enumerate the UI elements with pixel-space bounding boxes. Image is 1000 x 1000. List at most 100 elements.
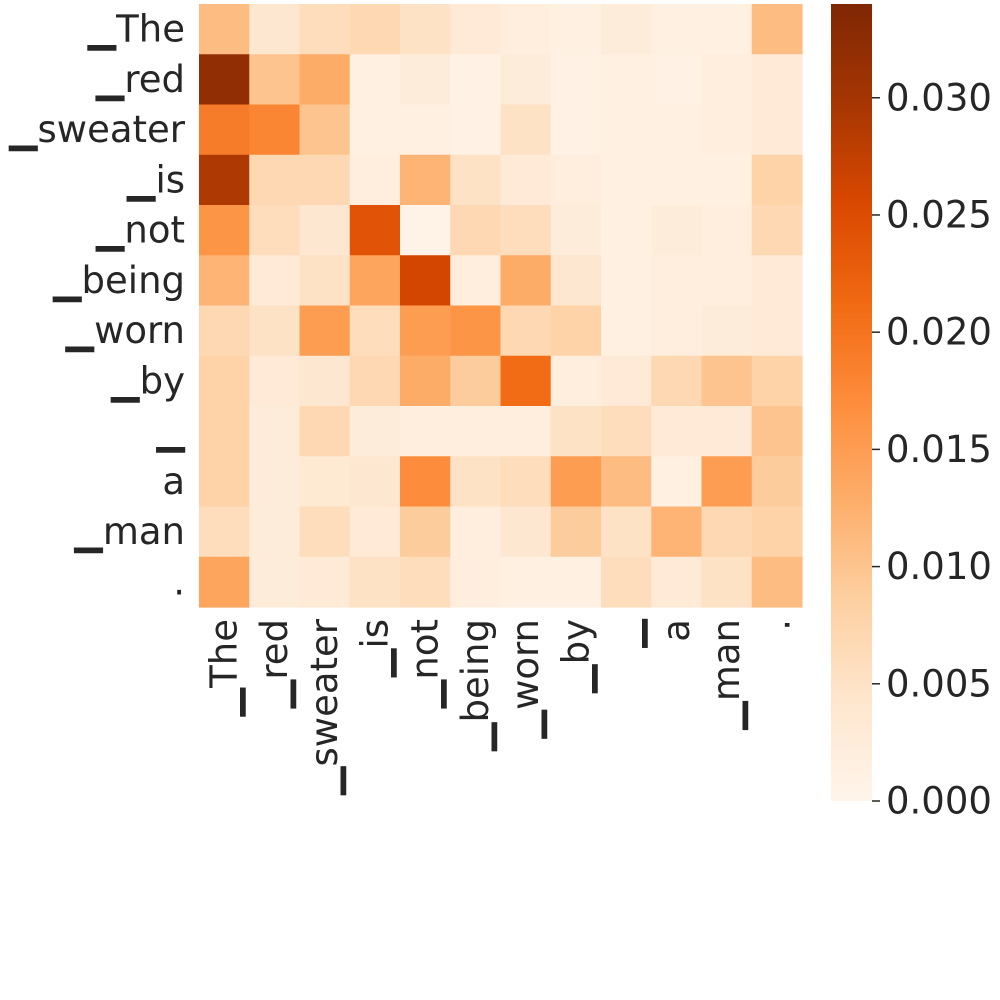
heatmap-cell-4-10 xyxy=(701,205,753,256)
heatmap-cell-7-5 xyxy=(450,355,502,407)
heatmap-cell-9-6 xyxy=(500,456,552,508)
heatmap-cell-8-11 xyxy=(751,406,803,457)
heatmap-cell-3-11 xyxy=(751,154,803,206)
heatmap-cell-1-4 xyxy=(400,54,451,106)
heatmap-cell-8-0 xyxy=(199,406,250,457)
heatmap-cell-3-8 xyxy=(601,154,652,206)
heatmap-cell-0-0 xyxy=(199,4,250,55)
row-label-1: ▁red xyxy=(95,58,185,102)
heatmap-cell-10-9 xyxy=(651,506,703,558)
heatmap-cell-1-8 xyxy=(601,54,652,106)
heatmap-cell-6-6 xyxy=(500,305,552,357)
heatmap-cell-9-11 xyxy=(751,456,803,508)
heatmap-cell-7-0 xyxy=(199,355,250,407)
heatmap-cell-2-2 xyxy=(299,104,351,156)
heatmap-cell-3-0 xyxy=(199,154,250,206)
col-label-4: ▁not xyxy=(404,619,448,709)
heatmap-cell-11-3 xyxy=(349,556,401,608)
col-label-3: ▁is xyxy=(353,619,397,678)
heatmap-cell-5-4 xyxy=(400,255,451,307)
heatmap-cell-10-3 xyxy=(349,506,401,558)
heatmap-cell-11-7 xyxy=(550,556,602,608)
heatmap-cell-6-11 xyxy=(751,305,803,357)
heatmap-cell-0-10 xyxy=(701,4,753,55)
heatmap-cell-7-6 xyxy=(500,355,552,407)
row-label-3: ▁is xyxy=(126,158,185,202)
heatmap-cell-9-5 xyxy=(450,456,502,508)
heatmap-cell-3-3 xyxy=(349,154,401,206)
row-label-10: ▁man xyxy=(73,510,185,554)
heatmap-cell-11-10 xyxy=(701,556,753,608)
heatmap-cell-11-5 xyxy=(450,556,502,608)
heatmap-cell-10-0 xyxy=(199,506,250,558)
heatmap-cell-1-5 xyxy=(450,54,502,106)
heatmap-cell-9-4 xyxy=(400,456,451,508)
colorbar-tick-label-5: 0.025 xyxy=(886,193,992,236)
heatmap-cell-8-2 xyxy=(299,406,351,457)
heatmap-cell-10-6 xyxy=(500,506,552,558)
heatmap-cell-10-4 xyxy=(400,506,451,558)
heatmap-cell-2-4 xyxy=(400,104,451,156)
heatmap-cell-2-6 xyxy=(500,104,552,156)
heatmap-cell-0-3 xyxy=(349,4,401,55)
heatmap-cell-1-1 xyxy=(249,54,301,106)
row-label-9: a xyxy=(162,460,185,503)
heatmap-cell-5-5 xyxy=(450,255,502,307)
heatmap-cell-9-8 xyxy=(601,456,652,508)
row-label-8: ▁ xyxy=(156,410,186,454)
heatmap-cell-11-11 xyxy=(751,556,803,608)
heatmap-cell-1-7 xyxy=(550,54,602,106)
heatmap-cell-8-7 xyxy=(550,406,602,457)
heatmap-cell-1-6 xyxy=(500,54,552,106)
col-label-7: ▁by xyxy=(554,619,598,694)
heatmap-cell-4-3 xyxy=(349,205,401,256)
heatmap-cell-2-11 xyxy=(751,104,803,156)
heatmap-cell-10-7 xyxy=(550,506,602,558)
heatmap-cell-7-2 xyxy=(299,355,351,407)
heatmap-cell-8-1 xyxy=(249,406,301,457)
heatmap-cell-4-8 xyxy=(601,205,652,256)
heatmap-cell-5-3 xyxy=(349,255,401,307)
heatmap-cell-1-3 xyxy=(349,54,401,106)
heatmap-cell-10-11 xyxy=(751,506,803,558)
heatmap-cell-3-4 xyxy=(400,154,451,206)
col-label-2: ▁sweater xyxy=(303,618,347,796)
heatmap-cell-6-2 xyxy=(299,305,351,357)
heatmap-cell-9-1 xyxy=(249,456,301,508)
row-label-7: ▁by xyxy=(110,359,185,403)
heatmap-cell-4-2 xyxy=(299,205,351,256)
colorbar-gradient xyxy=(831,4,872,801)
heatmap-cell-10-2 xyxy=(299,506,351,558)
heatmap-cell-1-10 xyxy=(701,54,753,106)
col-label-9: a xyxy=(655,619,698,642)
heatmap-cell-7-1 xyxy=(249,355,301,407)
row-label-6: ▁worn xyxy=(65,309,185,353)
heatmap-cell-8-3 xyxy=(349,406,401,457)
heatmap-cell-11-6 xyxy=(500,556,552,608)
row-label-5: ▁being xyxy=(52,259,185,303)
heatmap-cell-3-6 xyxy=(500,154,552,206)
heatmap-cells xyxy=(199,4,803,608)
heatmap-cell-7-11 xyxy=(751,355,803,407)
heatmap-cell-4-0 xyxy=(199,205,250,256)
heatmap-cell-2-0 xyxy=(199,104,250,156)
col-label-5: ▁being xyxy=(454,619,498,752)
row-label-2: ▁sweater xyxy=(8,108,186,152)
heatmap-cell-5-7 xyxy=(550,255,602,307)
heatmap-cell-6-10 xyxy=(701,305,753,357)
heatmap-cell-8-8 xyxy=(601,406,652,457)
heatmap-cell-4-1 xyxy=(249,205,301,256)
heatmap-cell-11-0 xyxy=(199,556,250,608)
heatmap-cell-6-9 xyxy=(651,305,703,357)
colorbar: 0.000 0.005 0.010 0.015 0.020 0.025 0.030 xyxy=(831,4,992,823)
heatmap-cell-11-9 xyxy=(651,556,703,608)
heatmap-cell-6-7 xyxy=(550,305,602,357)
heatmap-cell-4-5 xyxy=(450,205,502,256)
heatmap-cell-5-11 xyxy=(751,255,803,307)
heatmap-cell-5-8 xyxy=(601,255,652,307)
heatmap-cell-0-2 xyxy=(299,4,351,55)
col-label-0: ▁The xyxy=(203,619,247,717)
heatmap-cell-0-11 xyxy=(751,4,803,55)
heatmap-cell-0-8 xyxy=(601,4,652,55)
heatmap-cell-0-9 xyxy=(651,4,703,55)
